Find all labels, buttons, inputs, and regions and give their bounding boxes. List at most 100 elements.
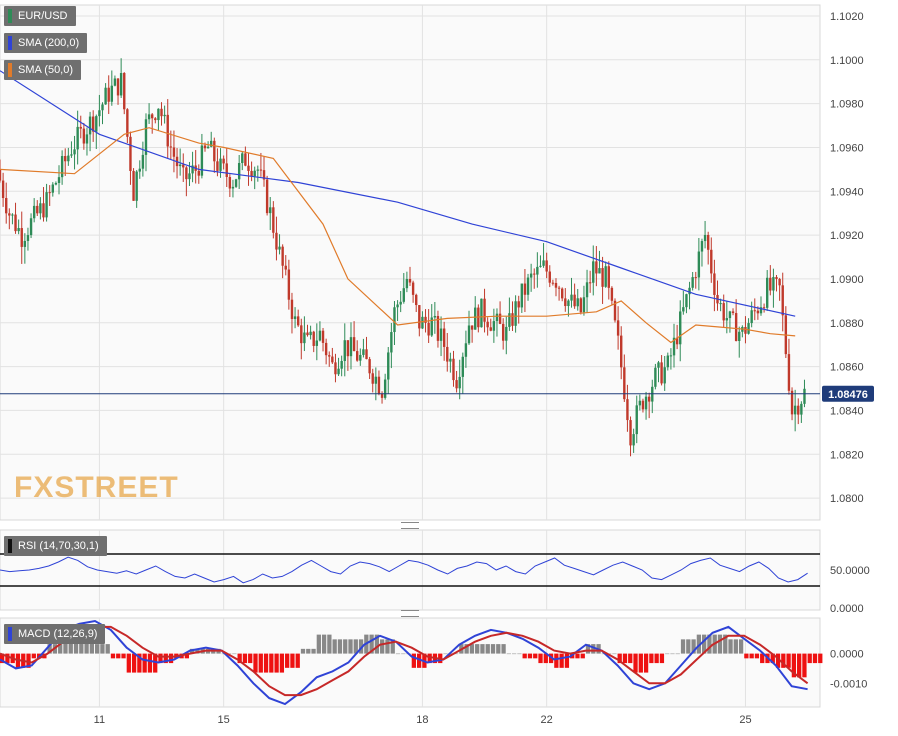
rsi-pane-resize-handle[interactable]	[401, 522, 419, 529]
macd-histogram-bar	[670, 653, 675, 655]
candle-body	[666, 355, 670, 368]
macd-histogram-bar	[385, 639, 390, 654]
candle-body	[508, 313, 511, 327]
macd-y-tick-label: -0.0010	[830, 678, 867, 690]
candle-body	[492, 321, 496, 331]
macd-histogram-bar	[184, 653, 190, 659]
y-tick-label: 1.0900	[830, 274, 864, 286]
macd-histogram-bar	[290, 653, 295, 668]
candle-body	[623, 367, 626, 400]
candle-body	[57, 177, 61, 183]
candle-body	[607, 266, 610, 288]
candle-body	[256, 169, 260, 171]
macd-histogram-bar	[738, 639, 744, 654]
candle-body	[315, 340, 319, 346]
macd-histogram-bar	[337, 639, 343, 654]
candle-body	[82, 128, 86, 144]
candle-body	[191, 165, 194, 174]
macd-histogram-bar	[131, 653, 137, 673]
macd-histogram-bar	[295, 653, 300, 668]
macd-histogram-bar	[475, 644, 480, 654]
candle-body	[119, 73, 123, 96]
candle-body	[362, 349, 365, 355]
x-tick-label: 11	[94, 714, 105, 726]
macd-histogram-bar	[628, 653, 633, 664]
candle-body	[259, 169, 263, 171]
y-tick-label: 1.0980	[830, 99, 864, 111]
candle-body	[793, 405, 797, 415]
macd-histogram-bar	[554, 653, 559, 668]
candle-body	[719, 303, 722, 305]
macd-histogram-bar	[84, 639, 89, 654]
candle-body	[411, 282, 415, 295]
candle-body	[222, 158, 225, 164]
macd-histogram-bar	[453, 653, 459, 655]
macd-histogram-bar	[622, 653, 628, 664]
rsi-line	[0, 556, 808, 584]
candle-body	[48, 192, 51, 194]
candle-body	[104, 87, 107, 105]
candle-body	[262, 170, 266, 180]
candle-body	[464, 343, 468, 357]
macd-histogram-bar	[686, 639, 691, 654]
macd-histogram-bar	[464, 644, 469, 654]
legend-sma200[interactable]: SMA (200,0)	[4, 33, 88, 53]
candle-body	[275, 232, 278, 250]
candle-body	[564, 298, 567, 307]
candle-body	[567, 300, 570, 307]
macd-histogram-bar	[818, 653, 823, 664]
candle-body	[778, 278, 781, 286]
candle-body	[129, 136, 132, 171]
candle-body	[632, 434, 635, 446]
candle-body	[228, 177, 232, 189]
candle-body	[529, 273, 533, 278]
candle-body	[76, 126, 79, 150]
macd-histogram-bar	[691, 639, 696, 654]
legend-macd[interactable]: MACD (12,26,9)	[4, 624, 106, 644]
macd-histogram-bar	[797, 653, 802, 678]
candle-body	[747, 323, 750, 334]
candle-body	[582, 297, 586, 313]
candle-body	[269, 207, 272, 214]
candle-body	[467, 325, 471, 344]
candle-body	[418, 305, 421, 329]
macd-histogram-bar	[469, 644, 475, 654]
candle-body	[470, 325, 474, 330]
legend-rsi[interactable]: RSI (14,70,30,1)	[4, 536, 107, 556]
candle-body	[39, 203, 42, 214]
candle-body	[387, 352, 390, 380]
macd-histogram-bar	[89, 639, 95, 654]
candle-body	[520, 283, 524, 308]
candle-body	[337, 368, 340, 375]
legend-symbol[interactable]: EUR/USD	[4, 6, 76, 26]
pane-frame-1	[0, 4, 821, 521]
macd-histogram-bar	[348, 639, 353, 654]
candle-body	[560, 288, 564, 299]
candle-body	[772, 277, 775, 291]
candle-body	[281, 246, 284, 266]
candle-body	[424, 316, 427, 323]
macd-histogram-bar	[643, 653, 649, 673]
pane-frame-2	[0, 529, 821, 611]
candle-body	[178, 164, 182, 167]
candle-body	[300, 325, 303, 344]
macd-histogram-bar	[485, 644, 490, 654]
candle-body	[694, 277, 697, 279]
macd-line	[0, 619, 808, 706]
macd-histogram-bar	[311, 648, 316, 654]
macd-histogram-bar	[443, 653, 448, 655]
legend-sma50[interactable]: SMA (50,0)	[4, 60, 82, 80]
candle-body	[762, 307, 766, 309]
candle-body	[744, 326, 747, 334]
macd-histogram-bar	[416, 653, 422, 668]
candle-body	[73, 149, 76, 155]
candle-body	[483, 298, 486, 322]
candle-body	[244, 153, 247, 166]
macd-histogram-bar	[306, 648, 311, 654]
candle-body	[287, 269, 291, 300]
macd-pane-resize-handle[interactable]	[401, 610, 419, 617]
candle-body	[210, 140, 213, 147]
candle-body	[79, 126, 82, 129]
candle-body	[64, 156, 67, 162]
